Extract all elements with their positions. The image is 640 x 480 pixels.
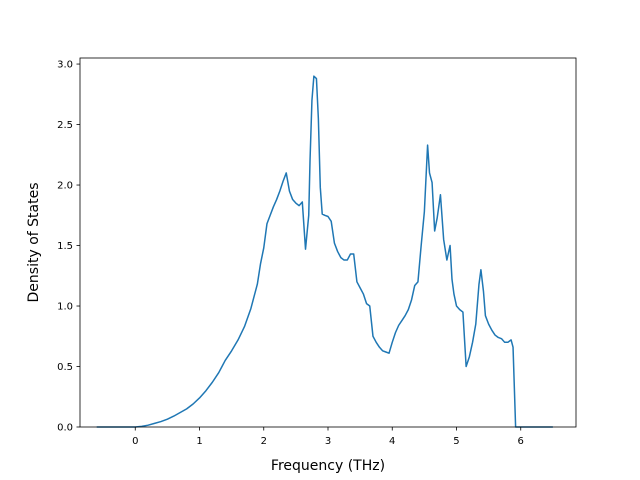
- y-tick-label: 0.0: [57, 423, 73, 434]
- x-tick-label: 4: [389, 436, 395, 447]
- y-tick-label: 0.5: [57, 362, 73, 373]
- y-axis-label: Density of States: [26, 183, 42, 303]
- y-tick-label: 1.0: [57, 302, 73, 313]
- x-axis: 0 1 2 3 4 5 6: [132, 427, 524, 447]
- y-tick-label: 3.0: [57, 60, 73, 71]
- y-tick-label: 2.0: [57, 181, 73, 192]
- x-tick-label: 6: [518, 436, 524, 447]
- y-tick-label: 2.5: [57, 120, 73, 131]
- x-tick-label: 3: [325, 436, 331, 447]
- x-tick-label: 0: [132, 436, 138, 447]
- x-tick-label: 1: [196, 436, 202, 447]
- y-tick-label: 1.5: [57, 241, 73, 252]
- plot-frame: [79, 57, 577, 428]
- plot-area: [96, 75, 553, 428]
- x-tick-label: 5: [453, 436, 459, 447]
- x-axis-label: Frequency (THz): [271, 458, 385, 474]
- x-tick-label: 2: [261, 436, 267, 447]
- y-axis: 0.0 0.5 1.0 1.5 2.0 2.5 3.0: [57, 60, 80, 434]
- dos-series-line: [96, 75, 553, 428]
